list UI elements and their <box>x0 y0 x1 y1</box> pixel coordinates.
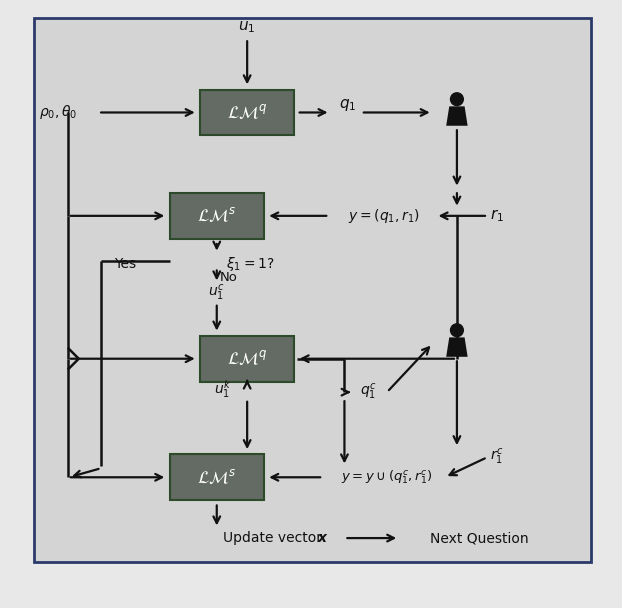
Text: $u_1$: $u_1$ <box>238 19 256 35</box>
Text: $\rho_0, \theta_0$: $\rho_0, \theta_0$ <box>39 103 78 122</box>
Text: $\mathcal{LM}^s$: $\mathcal{LM}^s$ <box>197 468 236 487</box>
Circle shape <box>450 324 463 337</box>
Text: $u_1^c$: $u_1^c$ <box>208 283 225 303</box>
Text: $\boldsymbol{x}$: $\boldsymbol{x}$ <box>317 531 329 545</box>
Text: $\mathcal{LM}^s$: $\mathcal{LM}^s$ <box>197 206 236 226</box>
Text: No: No <box>220 271 238 285</box>
Text: $\mathcal{LM}^q$: $\mathcal{LM}^q$ <box>227 103 267 122</box>
Text: $\xi_1 = 1?$: $\xi_1 = 1?$ <box>226 255 274 274</box>
FancyBboxPatch shape <box>34 18 591 562</box>
FancyBboxPatch shape <box>170 455 264 500</box>
Text: $y = (q_1, r_1)$: $y = (q_1, r_1)$ <box>348 207 420 225</box>
Text: Next Question: Next Question <box>430 531 528 545</box>
Text: $u_1^k$: $u_1^k$ <box>214 378 231 400</box>
Text: Update vector: Update vector <box>223 531 326 545</box>
Polygon shape <box>446 106 468 126</box>
Text: $q_1$: $q_1$ <box>339 97 356 112</box>
Text: $q_1^c$: $q_1^c$ <box>360 382 377 402</box>
Text: $y = y \cup (q_1^c, r_1^c)$: $y = y \cup (q_1^c, r_1^c)$ <box>341 469 433 486</box>
FancyBboxPatch shape <box>200 90 294 136</box>
FancyBboxPatch shape <box>170 193 264 238</box>
Text: $r_1^c$: $r_1^c$ <box>490 447 504 467</box>
Text: $r_1$: $r_1$ <box>490 207 504 224</box>
FancyBboxPatch shape <box>200 336 294 382</box>
Text: Yes: Yes <box>114 257 137 272</box>
Circle shape <box>450 93 463 106</box>
Polygon shape <box>446 337 468 357</box>
Text: $\mathcal{LM}^q$: $\mathcal{LM}^q$ <box>227 349 267 368</box>
